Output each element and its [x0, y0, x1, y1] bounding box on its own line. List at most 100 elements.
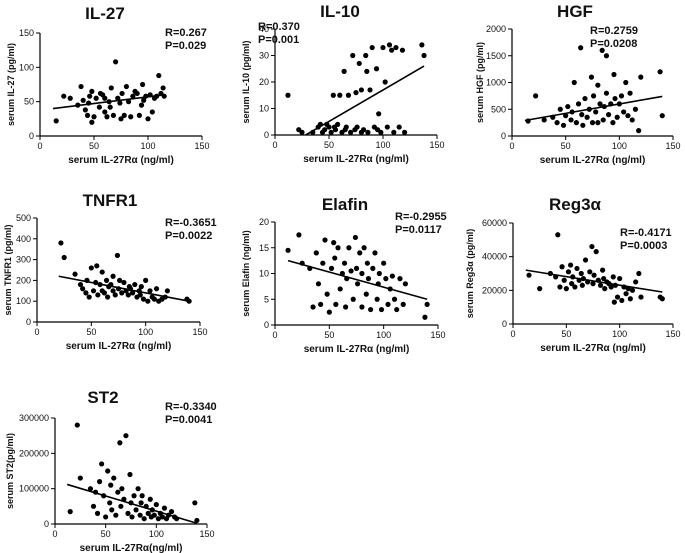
y-tick-label: 150	[19, 28, 34, 38]
panel-1: IL-27 0 50 100 150 0 50 100 150 serum IL-27Rα (ng…	[6, 4, 210, 166]
data-point	[332, 127, 339, 133]
data-point	[618, 93, 625, 99]
data-point	[537, 286, 543, 292]
x-tick-label: 0	[52, 529, 57, 539]
data-point	[337, 286, 343, 292]
data-point	[113, 512, 119, 518]
data-point	[557, 106, 563, 112]
data-point	[140, 81, 146, 88]
y-tick-label: 5	[264, 294, 269, 304]
data-point	[83, 290, 89, 296]
y-tick-label: 500	[16, 213, 31, 223]
data-point	[568, 262, 574, 268]
x-tick-label: 100	[138, 327, 153, 337]
data-point	[58, 240, 64, 246]
data-point	[87, 486, 94, 492]
data-point	[113, 59, 119, 65]
data-point	[600, 117, 606, 123]
data-point	[399, 47, 406, 53]
data-point	[350, 52, 356, 59]
data-point	[611, 299, 617, 305]
data-point	[376, 111, 382, 117]
x-tick-label: 150	[665, 329, 680, 339]
x-tick-label: 0	[37, 141, 42, 151]
y-axis-label: serum ST2(pg/ml)	[5, 433, 15, 509]
data-point	[125, 292, 131, 298]
data-point	[125, 99, 132, 105]
data-point	[337, 92, 343, 98]
x-axis-label: serum IL-27Rα (ng/ml)	[66, 341, 172, 352]
data-point	[322, 237, 328, 243]
regression-line	[287, 259, 428, 301]
data-point	[141, 516, 147, 522]
data-point	[80, 286, 86, 292]
y-tick-label: 50	[24, 97, 34, 107]
data-point	[363, 52, 369, 59]
data-point	[374, 296, 380, 302]
panel-7: ST2 0 50 100 150 0 100000 200000 300000 serum IL-…	[5, 388, 217, 553]
data-point	[603, 53, 610, 59]
data-point	[90, 503, 97, 509]
data-point	[87, 93, 93, 99]
y-tick-label: 15	[259, 243, 269, 253]
data-point	[380, 44, 386, 51]
x-tick-label: 150	[194, 141, 209, 151]
data-point	[104, 114, 110, 120]
data-point	[595, 120, 601, 126]
x-tick-label: 50	[324, 330, 334, 340]
data-point	[555, 232, 561, 238]
data-point	[84, 112, 91, 118]
data-point	[629, 287, 636, 293]
data-point	[119, 486, 125, 492]
data-point	[102, 95, 108, 101]
data-point	[143, 277, 149, 283]
y-axis-label: serum IL-27 (pg/ml)	[6, 43, 16, 126]
data-point	[138, 500, 144, 506]
data-point	[61, 254, 67, 261]
data-point	[381, 260, 387, 266]
regression-line	[305, 65, 425, 136]
y-tick-label: 100	[16, 296, 31, 306]
data-point	[360, 127, 367, 133]
data-point	[369, 44, 375, 51]
data-point	[161, 505, 168, 511]
data-point	[394, 306, 400, 313]
y-axis-label: serum Elafin (ng/ml)	[241, 230, 251, 317]
panel-5: Elafin 0 50 100 150 0 5 10 15 20 serum IL-27Rα (ng…	[241, 195, 447, 355]
data-point	[130, 93, 136, 99]
data-point	[364, 260, 370, 266]
data-point	[328, 129, 334, 135]
x-tick-label: 0	[510, 329, 515, 339]
data-point	[363, 291, 369, 297]
data-point	[610, 274, 616, 280]
data-point	[153, 501, 159, 508]
data-point	[140, 296, 147, 302]
y-tick-label: 10	[259, 104, 269, 114]
data-point	[108, 85, 114, 91]
panel-title: IL-27	[85, 4, 125, 23]
data-point	[107, 500, 113, 506]
y-tick-label: 30	[259, 51, 269, 61]
data-point	[372, 250, 378, 256]
data-point	[657, 69, 663, 75]
data-point	[343, 304, 349, 310]
x-tick-label: 150	[430, 330, 445, 340]
data-point	[419, 42, 425, 48]
data-point	[582, 95, 588, 102]
data-point	[389, 47, 395, 53]
y-axis-label: serum IL-10 (pg/ml)	[241, 40, 251, 123]
data-point	[77, 281, 84, 288]
data-point	[560, 122, 567, 128]
data-point	[194, 517, 200, 524]
r-value: R=-0.3651	[165, 217, 217, 229]
data-point	[391, 296, 398, 302]
data-point	[402, 129, 408, 135]
panel-title: TNFR1	[83, 191, 138, 210]
data-point	[579, 112, 585, 118]
data-point	[99, 269, 105, 275]
data-point	[112, 292, 118, 298]
data-point	[145, 116, 151, 122]
data-point	[89, 119, 95, 125]
data-point	[595, 82, 601, 88]
y-axis-label: serum Reg3α (pg/ml)	[465, 229, 475, 319]
